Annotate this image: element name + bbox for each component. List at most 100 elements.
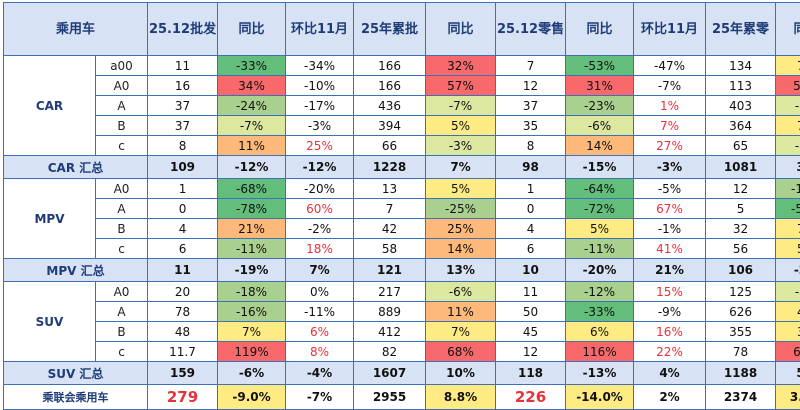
subtotal-cell: -15% [566, 156, 634, 179]
data-cell: 119% [218, 342, 286, 362]
subtotal-cell: -19% [218, 259, 286, 282]
data-cell: -5% [634, 179, 706, 199]
data-cell: 1% [634, 96, 706, 116]
data-cell: -78% [218, 199, 286, 219]
segment-label: A [96, 96, 148, 116]
header-retail-mom: 环比11月 [634, 3, 706, 56]
table-row: A37-24%-17%436-7%37-23%1%403-9% [4, 96, 800, 116]
data-cell: 32% [426, 56, 496, 76]
data-cell: 25% [426, 219, 496, 239]
subtotal-cell: 13% [426, 259, 496, 282]
data-cell: 22% [634, 342, 706, 362]
subtotal-cell: 7% [286, 259, 354, 282]
subtotal-cell: 98 [496, 156, 566, 179]
data-cell: 889 [354, 302, 426, 322]
group-label: SUV [4, 282, 96, 362]
grand-total-cell: 226 [496, 385, 566, 410]
subtotal-cell: -4% [286, 362, 354, 385]
data-cell: 16% [634, 322, 706, 342]
data-cell: 626 [706, 302, 776, 322]
subtotal-cell: 7% [426, 156, 496, 179]
data-cell: 25% [286, 136, 354, 156]
data-cell: 21% [218, 219, 286, 239]
data-cell: 6 [496, 239, 566, 259]
data-cell: 12 [496, 342, 566, 362]
grand-total-cell: -7% [286, 385, 354, 410]
table-body: CARa0011-33%-34%16632%7-53%-47%1347%A016… [4, 56, 800, 410]
data-cell: 7% [776, 56, 800, 76]
data-cell: -50% [776, 199, 800, 219]
data-cell: 166 [354, 56, 426, 76]
grand-total-cell: 2955 [354, 385, 426, 410]
subtotal-label: CAR 汇总 [4, 156, 148, 179]
group-label: CAR [4, 56, 96, 156]
segment-label: c [96, 136, 148, 156]
data-cell: 13 [354, 179, 426, 199]
data-cell: -23% [566, 96, 634, 116]
data-cell: 166 [354, 76, 426, 96]
grand-total-cell: 8.8% [426, 385, 496, 410]
data-cell: 8 [496, 136, 566, 156]
subtotal-cell: 10 [496, 259, 566, 282]
data-cell: 5% [566, 219, 634, 239]
subtotal-cell: -20% [566, 259, 634, 282]
subtotal-cell: 106 [706, 259, 776, 282]
data-cell: 6% [566, 322, 634, 342]
data-cell: 5% [426, 116, 496, 136]
data-cell: 394 [354, 116, 426, 136]
data-cell: -6% [426, 282, 496, 302]
header-dec-wholesale: 25.12批发 [148, 3, 218, 56]
data-cell: 355 [706, 322, 776, 342]
data-cell: 412 [354, 322, 426, 342]
data-cell: 4 [148, 219, 218, 239]
header-ytd-wholesale: 25年累批 [354, 3, 426, 56]
data-cell: 15% [634, 282, 706, 302]
data-cell: 68% [426, 342, 496, 362]
data-cell: 113 [706, 76, 776, 96]
subtotal-cell: 3% [776, 156, 800, 179]
subtotal-cell: -12% [218, 156, 286, 179]
data-cell: 78 [148, 302, 218, 322]
data-cell: -11% [286, 302, 354, 322]
data-cell: 11% [426, 302, 496, 322]
data-cell: 37 [148, 96, 218, 116]
data-cell: 7 [496, 56, 566, 76]
subtotal-cell: 121 [354, 259, 426, 282]
segment-label: a00 [96, 56, 148, 76]
subtotal-cell: 1228 [354, 156, 426, 179]
header-ytd-retail-yoy: 同比 [776, 3, 800, 56]
data-cell: -16% [218, 302, 286, 322]
data-cell: -9% [776, 96, 800, 116]
data-cell: 42 [354, 219, 426, 239]
data-cell: -18% [218, 282, 286, 302]
data-cell: 6 [148, 239, 218, 259]
data-cell: 7% [218, 322, 286, 342]
data-cell: 364 [706, 116, 776, 136]
data-cell: 0 [496, 199, 566, 219]
segment-label: A0 [96, 76, 148, 96]
data-cell: 66 [354, 136, 426, 156]
data-cell: 27% [634, 136, 706, 156]
data-cell: 403 [706, 96, 776, 116]
subtotal-cell: -2% [776, 259, 800, 282]
data-cell: 48 [148, 322, 218, 342]
data-cell: -20% [286, 179, 354, 199]
data-cell: 65% [776, 342, 800, 362]
segment-label: B [96, 219, 148, 239]
sales-table-container: 乘用车 25.12批发 同比 环比11月 25年累批 同比 25.12零售 同比… [3, 2, 797, 410]
data-cell: -7% [426, 96, 496, 116]
data-cell: 16 [148, 76, 218, 96]
data-cell: 0% [286, 282, 354, 302]
data-cell: 12 [706, 179, 776, 199]
data-cell: -53% [566, 56, 634, 76]
